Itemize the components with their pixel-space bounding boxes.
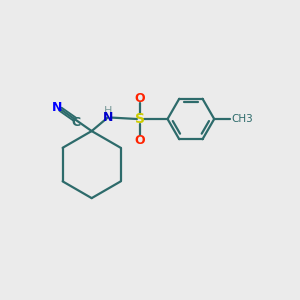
Text: O: O xyxy=(134,134,145,146)
Text: N: N xyxy=(103,111,113,124)
Text: N: N xyxy=(52,101,62,114)
Text: CH3: CH3 xyxy=(232,114,253,124)
Text: C: C xyxy=(72,116,81,129)
Text: O: O xyxy=(134,92,145,104)
Text: H: H xyxy=(103,106,112,116)
Text: S: S xyxy=(135,112,145,126)
